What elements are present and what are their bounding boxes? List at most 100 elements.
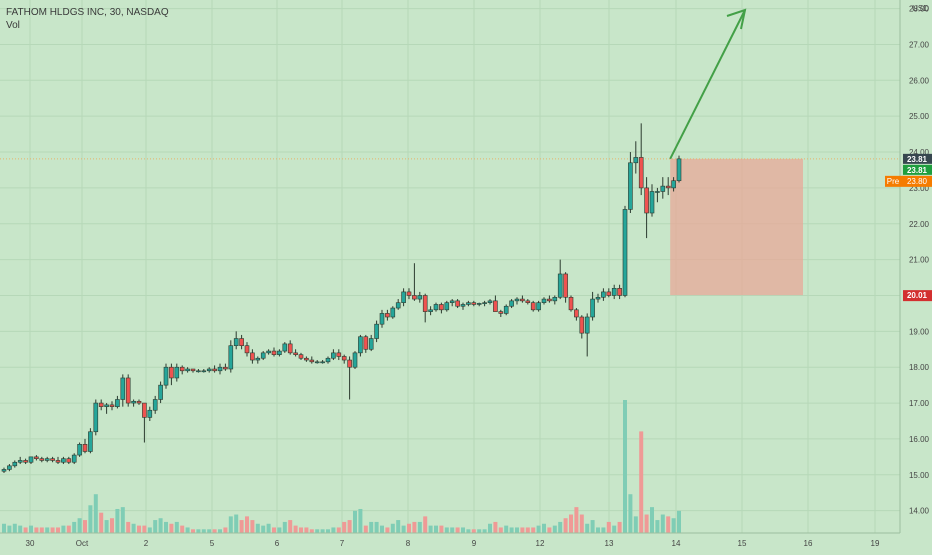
candle-body[interactable] [579, 316, 585, 334]
candle-body[interactable] [131, 400, 136, 404]
candle-body[interactable] [271, 350, 277, 355]
candle-body[interactable] [1, 469, 7, 472]
candle-body[interactable] [644, 187, 649, 214]
stop-loss-zone[interactable] [670, 158, 803, 296]
candle-body[interactable] [260, 352, 266, 359]
candle-body[interactable] [341, 356, 347, 361]
candle-body[interactable] [417, 295, 423, 300]
candle-body[interactable] [55, 460, 61, 463]
candle-body[interactable] [239, 338, 244, 346]
candle-body[interactable] [82, 444, 88, 452]
candle-body[interactable] [379, 313, 385, 325]
candle-body[interactable] [665, 185, 671, 189]
candle-body[interactable] [374, 323, 379, 339]
candle-body[interactable] [39, 458, 45, 461]
candle-body[interactable] [325, 357, 331, 363]
candle-body[interactable] [503, 305, 509, 314]
candle-body[interactable] [309, 359, 315, 363]
candle-body[interactable] [622, 209, 628, 296]
candle-body[interactable] [190, 368, 196, 372]
candle-body[interactable] [601, 291, 606, 298]
candle-body[interactable] [255, 357, 261, 361]
candle-body[interactable] [314, 361, 320, 364]
candle-body[interactable] [617, 288, 622, 296]
candle-body[interactable] [277, 350, 282, 355]
candle-body[interactable] [401, 291, 406, 303]
candle-body[interactable] [412, 295, 417, 300]
candle-body[interactable] [12, 461, 18, 467]
candle-body[interactable] [212, 368, 217, 372]
candle-body[interactable] [525, 300, 531, 303]
candle-body[interactable] [541, 298, 547, 303]
candle-body[interactable] [320, 361, 325, 364]
candle-body[interactable] [179, 366, 185, 372]
candle-body[interactable] [352, 352, 358, 368]
price-axis[interactable] [900, 0, 932, 550]
candle-body[interactable] [633, 157, 639, 164]
candle-body[interactable] [233, 338, 239, 346]
candle-body[interactable] [584, 316, 590, 334]
candle-body[interactable] [163, 366, 169, 386]
candle-body[interactable] [244, 345, 250, 354]
candle-body[interactable] [185, 368, 190, 372]
candle-body[interactable] [125, 377, 131, 404]
candle-body[interactable] [196, 370, 201, 373]
candle-body[interactable] [449, 300, 455, 303]
candle-body[interactable] [28, 456, 34, 463]
candle-body[interactable] [444, 302, 450, 311]
candle-body[interactable] [98, 402, 104, 407]
candle-body[interactable] [514, 298, 520, 302]
candle-body[interactable] [217, 366, 223, 372]
candle-body[interactable] [282, 343, 288, 352]
candle-body[interactable] [17, 460, 23, 463]
candle-body[interactable] [590, 298, 595, 318]
candle-body[interactable] [385, 313, 390, 318]
candle-body[interactable] [460, 304, 466, 307]
candle-body[interactable] [266, 350, 271, 354]
candle-body[interactable] [147, 409, 153, 418]
candle-body[interactable] [390, 307, 396, 318]
candle-body[interactable] [671, 180, 676, 189]
candle-body[interactable] [136, 400, 142, 404]
candle-body[interactable] [250, 352, 255, 361]
candle-body[interactable] [109, 404, 115, 407]
candle-body[interactable] [406, 291, 412, 296]
candle-body[interactable] [482, 302, 487, 304]
candle-body[interactable] [638, 157, 644, 189]
candle-body[interactable] [520, 298, 525, 302]
candle-body[interactable] [304, 357, 309, 361]
candle-body[interactable] [611, 288, 617, 296]
candle-body[interactable] [293, 352, 298, 355]
candle-body[interactable] [557, 273, 563, 298]
candle-body[interactable] [77, 444, 82, 456]
candle-body[interactable] [428, 309, 433, 312]
candle-body[interactable] [422, 295, 428, 312]
candle-body[interactable] [50, 458, 55, 461]
candle-body[interactable] [358, 336, 363, 354]
candle-body[interactable] [655, 191, 660, 193]
candle-body[interactable] [287, 343, 293, 354]
candle-body[interactable] [158, 384, 163, 400]
candle-body[interactable] [552, 296, 558, 302]
candle-body[interactable] [395, 302, 401, 309]
candle-body[interactable] [660, 185, 666, 192]
candle-body[interactable] [169, 366, 174, 379]
candle-body[interactable] [368, 338, 374, 350]
candle-body[interactable] [439, 304, 444, 311]
candle-body[interactable] [201, 370, 207, 373]
candle-body[interactable] [7, 465, 12, 470]
candle-body[interactable] [509, 300, 514, 307]
candle-body[interactable] [223, 366, 228, 370]
candle-body[interactable] [487, 300, 493, 303]
candle-body[interactable] [104, 404, 109, 407]
candle-body[interactable] [595, 296, 601, 300]
candle-body[interactable] [120, 377, 126, 400]
candle-body[interactable] [61, 458, 66, 463]
candle-body[interactable] [471, 302, 477, 305]
candle-body[interactable] [331, 352, 336, 359]
candle-body[interactable] [298, 354, 304, 359]
candle-body[interactable] [574, 309, 579, 318]
candle-body[interactable] [23, 460, 28, 463]
